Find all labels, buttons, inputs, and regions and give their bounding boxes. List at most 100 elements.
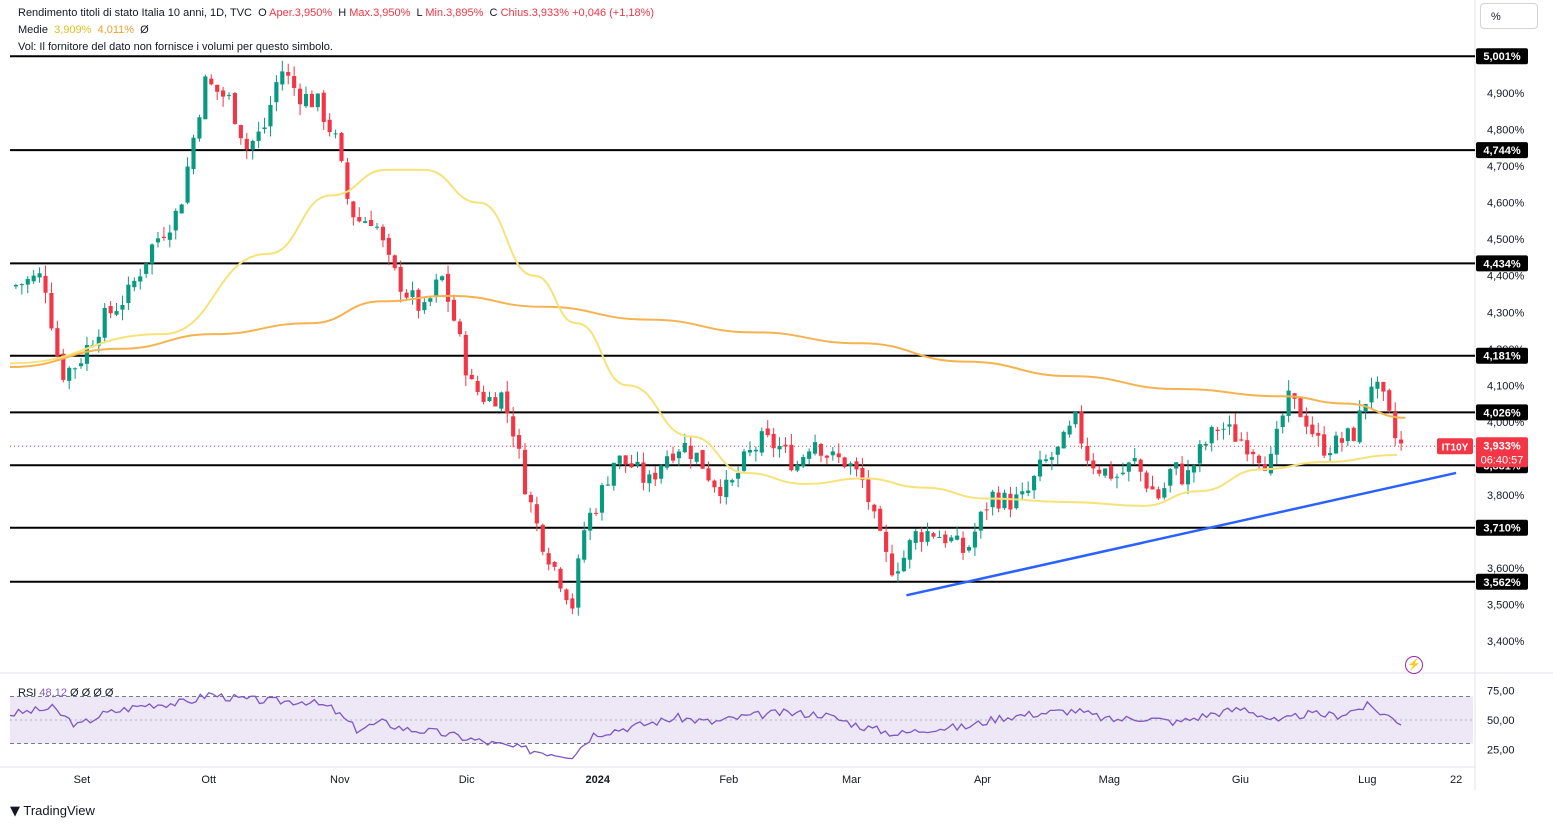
candle-down [789, 444, 794, 471]
price-tick-label: 4,800% [1487, 125, 1525, 137]
candle-down [522, 449, 528, 495]
candle-down [783, 444, 788, 447]
ma-short-value: 3,909% [54, 24, 92, 36]
candle-down [818, 443, 824, 456]
candle-down [706, 468, 711, 481]
candle-down [481, 391, 486, 402]
candle-down [369, 219, 374, 227]
time-tick-label: Mar [842, 774, 861, 786]
candle-down [1150, 486, 1155, 490]
candle-up [1174, 462, 1179, 469]
candle-down [209, 78, 214, 85]
percent-scale-button[interactable]: % [1480, 3, 1538, 29]
candle-down [919, 532, 924, 542]
candle-up [303, 94, 309, 107]
candle-up [1274, 428, 1279, 455]
candle-up [1191, 465, 1197, 473]
candle-down [1091, 460, 1096, 469]
candle-up [428, 298, 433, 302]
legend-high: Max.3,950% [349, 7, 411, 19]
candle-up [1345, 428, 1350, 442]
candle-up [972, 531, 977, 548]
candle-up [78, 363, 84, 367]
candle-up [747, 449, 753, 453]
candle-down [1085, 445, 1090, 461]
candle-up [1357, 410, 1362, 443]
candle-up [37, 273, 42, 278]
tradingview-logo[interactable]: ▼ TradingView [10, 803, 95, 819]
candle-up [753, 449, 758, 452]
candle-up [949, 537, 954, 542]
price-tick-label: 4,300% [1487, 307, 1525, 319]
legend-low: Min.3,895% [425, 7, 484, 19]
time-tick-label: Apr [974, 774, 991, 786]
candle-up [120, 304, 125, 310]
candle-down [392, 255, 397, 269]
price-tick-label: 4,700% [1487, 161, 1525, 173]
candle-down [570, 598, 575, 609]
rsi-tick-label: 50,00 [1487, 715, 1515, 727]
volume-legend: Vol: Il fornitore del dato non fornisce … [18, 41, 333, 53]
candle-up [31, 275, 36, 282]
candle-up [1221, 428, 1226, 430]
candle-up [978, 511, 983, 531]
candle-up [179, 204, 184, 214]
candle-down [712, 480, 717, 488]
candle-down [546, 553, 551, 565]
candle-up [1197, 444, 1202, 464]
candle-up [635, 461, 640, 466]
candle-up [1162, 488, 1167, 498]
candle-down [842, 457, 847, 467]
candle-down [451, 299, 457, 321]
candle-up [605, 484, 610, 486]
candle-down [889, 553, 895, 576]
candle-down [221, 90, 226, 97]
candle-down [1251, 451, 1256, 455]
ma-legend[interactable]: Medie 3,909% 4,011% Ø [18, 24, 149, 36]
support-trendline [906, 471, 1457, 597]
candle-up [1363, 404, 1368, 413]
price-tick-label: 3,500% [1487, 599, 1525, 611]
lightning-icon[interactable]: ⚡ [1405, 656, 1423, 674]
candle-up [410, 290, 415, 297]
rsi-legend[interactable]: RSI 48,12 Ø Ø Ø Ø [18, 687, 113, 699]
candle-down [1245, 440, 1250, 455]
candle-up [226, 95, 232, 97]
candle-down [872, 504, 877, 512]
candle-down [286, 72, 291, 76]
candle-up [966, 547, 972, 551]
candle-down [670, 453, 676, 461]
candle-up [682, 443, 687, 453]
rsi-line [9, 692, 1402, 760]
candle-down [641, 462, 646, 483]
candle-down [1387, 390, 1392, 411]
candle-up [1120, 472, 1125, 475]
candle-down [1351, 427, 1356, 441]
candle-up [256, 131, 261, 141]
candle-down [108, 306, 113, 314]
candle-up [132, 280, 137, 288]
candle-down [996, 492, 1001, 509]
time-tick-label: Giu [1232, 774, 1249, 786]
candle-up [694, 452, 699, 462]
candle-down [1079, 411, 1084, 444]
last-price-box [1476, 437, 1528, 468]
candle-down [1316, 432, 1321, 436]
time-tick-label: 2024 [585, 774, 610, 786]
candle-down [878, 508, 883, 531]
candle-up [901, 557, 906, 572]
candle-down [1381, 381, 1386, 392]
candle-down [339, 132, 344, 161]
level-label: 4,181% [1483, 351, 1521, 363]
candle-up [1185, 470, 1191, 485]
level-label: 4,434% [1483, 258, 1521, 270]
candle-down [1393, 411, 1398, 439]
candle-up [1333, 435, 1339, 454]
candle-up [1126, 462, 1131, 472]
ma-legend-label: Medie [18, 24, 48, 36]
candle-down [700, 450, 705, 469]
candle-down [1256, 455, 1262, 464]
ma-long-line [9, 294, 1406, 419]
ma-long-value: 4,011% [97, 24, 135, 36]
